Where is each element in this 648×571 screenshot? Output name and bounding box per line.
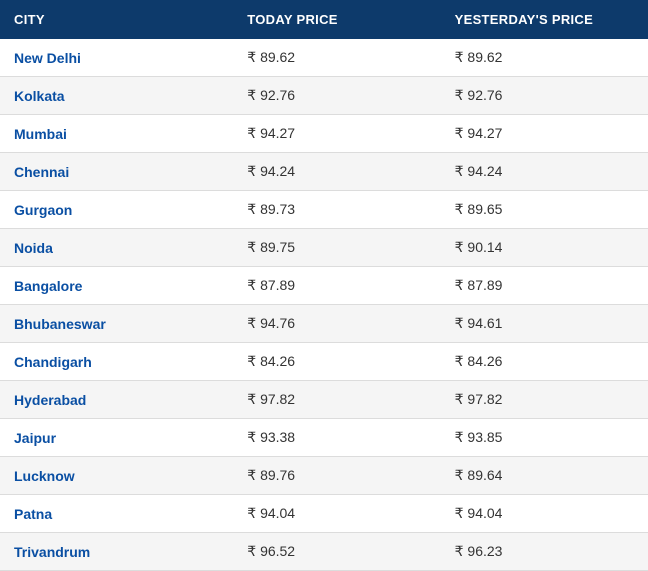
cell-yesterday-price: ₹ 87.89 (441, 267, 648, 305)
cell-today-price: ₹ 89.62 (233, 39, 440, 77)
city-link[interactable]: Bangalore (14, 278, 82, 294)
cell-today-price: ₹ 89.75 (233, 229, 440, 267)
cell-yesterday-price: ₹ 94.27 (441, 115, 648, 153)
cell-today-price: ₹ 97.82 (233, 381, 440, 419)
city-link[interactable]: Lucknow (14, 468, 75, 484)
table-row: Chandigarh ₹ 84.26₹ 84.26 (0, 343, 648, 381)
city-link[interactable]: Chennai (14, 164, 69, 180)
city-link[interactable]: Trivandrum (14, 544, 90, 560)
table-row: New Delhi ₹ 89.62₹ 89.62 (0, 39, 648, 77)
cell-city: Patna (0, 495, 233, 533)
cell-today-price: ₹ 94.76 (233, 305, 440, 343)
col-today: TODAY PRICE (233, 0, 440, 39)
table-row: Noida ₹ 89.75₹ 90.14 (0, 229, 648, 267)
city-link[interactable]: Hyderabad (14, 392, 86, 408)
cell-today-price: ₹ 94.24 (233, 153, 440, 191)
cell-yesterday-price: ₹ 89.64 (441, 457, 648, 495)
city-link[interactable]: Noida (14, 240, 53, 256)
city-link[interactable]: Mumbai (14, 126, 67, 142)
cell-city: Gurgaon (0, 191, 233, 229)
col-yesterday: YESTERDAY'S PRICE (441, 0, 648, 39)
cell-city: Noida (0, 229, 233, 267)
col-city: CITY (0, 0, 233, 39)
cell-city: Lucknow (0, 457, 233, 495)
table-row: Lucknow ₹ 89.76₹ 89.64 (0, 457, 648, 495)
table-row: Gurgaon ₹ 89.73₹ 89.65 (0, 191, 648, 229)
cell-yesterday-price: ₹ 89.62 (441, 39, 648, 77)
cell-yesterday-price: ₹ 90.14 (441, 229, 648, 267)
cell-today-price: ₹ 93.38 (233, 419, 440, 457)
cell-yesterday-price: ₹ 94.04 (441, 495, 648, 533)
city-link[interactable]: Kolkata (14, 88, 65, 104)
cell-yesterday-price: ₹ 94.61 (441, 305, 648, 343)
city-link[interactable]: Gurgaon (14, 202, 72, 218)
cell-today-price: ₹ 89.73 (233, 191, 440, 229)
cell-yesterday-price: ₹ 92.76 (441, 77, 648, 115)
table-row: Hyderabad ₹ 97.82₹ 97.82 (0, 381, 648, 419)
table-row: Patna ₹ 94.04₹ 94.04 (0, 495, 648, 533)
cell-today-price: ₹ 87.89 (233, 267, 440, 305)
city-link[interactable]: Bhubaneswar (14, 316, 106, 332)
table-row: Mumbai ₹ 94.27₹ 94.27 (0, 115, 648, 153)
cell-yesterday-price: ₹ 94.24 (441, 153, 648, 191)
cell-today-price: ₹ 89.76 (233, 457, 440, 495)
price-table: CITY TODAY PRICE YESTERDAY'S PRICE New D… (0, 0, 648, 571)
table-row: Trivandrum ₹ 96.52₹ 96.23 (0, 533, 648, 571)
cell-today-price: ₹ 94.04 (233, 495, 440, 533)
city-link[interactable]: Jaipur (14, 430, 56, 446)
cell-yesterday-price: ₹ 96.23 (441, 533, 648, 571)
cell-today-price: ₹ 96.52 (233, 533, 440, 571)
table-row: Jaipur ₹ 93.38₹ 93.85 (0, 419, 648, 457)
cell-yesterday-price: ₹ 93.85 (441, 419, 648, 457)
city-link[interactable]: Patna (14, 506, 52, 522)
cell-today-price: ₹ 92.76 (233, 77, 440, 115)
cell-today-price: ₹ 84.26 (233, 343, 440, 381)
cell-city: Kolkata (0, 77, 233, 115)
cell-city: Mumbai (0, 115, 233, 153)
table-row: Chennai ₹ 94.24₹ 94.24 (0, 153, 648, 191)
cell-city: Hyderabad (0, 381, 233, 419)
table-row: Bangalore ₹ 87.89₹ 87.89 (0, 267, 648, 305)
cell-city: Trivandrum (0, 533, 233, 571)
cell-yesterday-price: ₹ 89.65 (441, 191, 648, 229)
cell-yesterday-price: ₹ 97.82 (441, 381, 648, 419)
city-link[interactable]: Chandigarh (14, 354, 92, 370)
cell-city: Chennai (0, 153, 233, 191)
city-link[interactable]: New Delhi (14, 50, 81, 66)
cell-yesterday-price: ₹ 84.26 (441, 343, 648, 381)
table-header-row: CITY TODAY PRICE YESTERDAY'S PRICE (0, 0, 648, 39)
cell-today-price: ₹ 94.27 (233, 115, 440, 153)
table-row: Kolkata ₹ 92.76₹ 92.76 (0, 77, 648, 115)
cell-city: New Delhi (0, 39, 233, 77)
cell-city: Chandigarh (0, 343, 233, 381)
table-row: Bhubaneswar ₹ 94.76₹ 94.61 (0, 305, 648, 343)
cell-city: Bhubaneswar (0, 305, 233, 343)
cell-city: Jaipur (0, 419, 233, 457)
cell-city: Bangalore (0, 267, 233, 305)
